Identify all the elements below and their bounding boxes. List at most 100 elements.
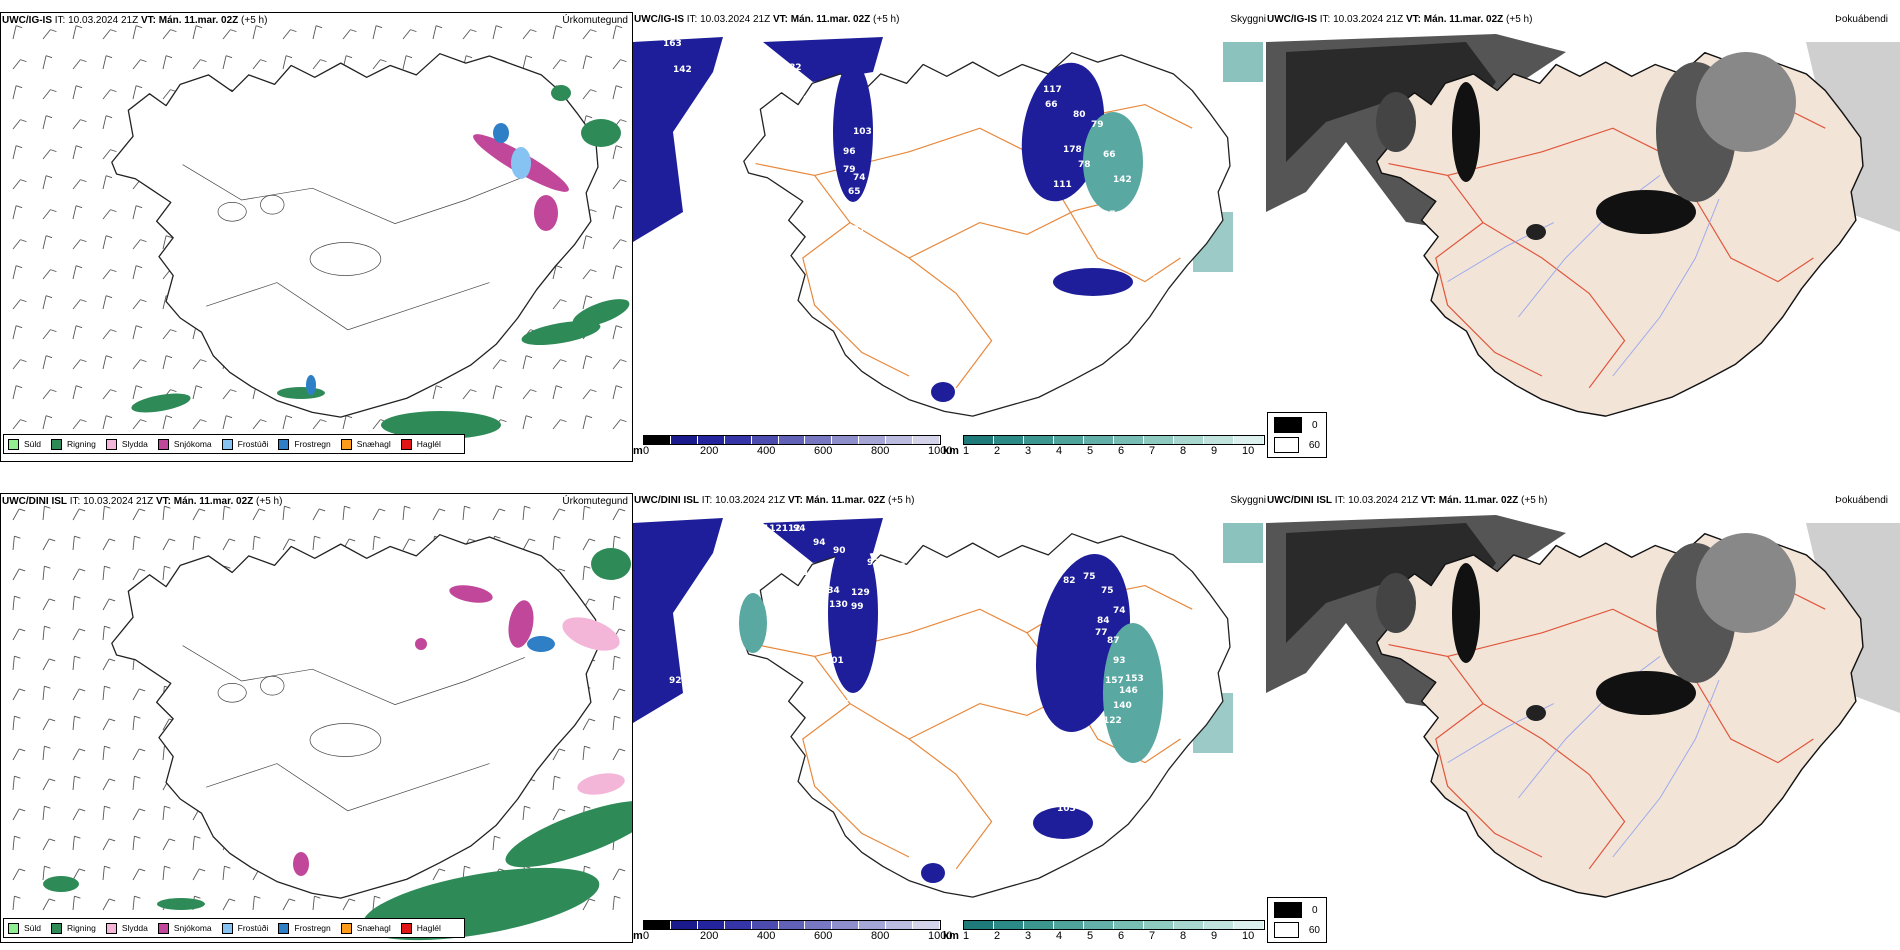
- panel-header: UWC/DINI ISL IT: 10.03.2024 21Z VT: Mán.…: [1267, 495, 1547, 506]
- cloud-base-label: 84: [693, 165, 706, 175]
- legend-item: Snæhagl: [340, 438, 391, 450]
- sea-vis-area: [1223, 523, 1263, 563]
- cloud-base-label: 77: [853, 225, 866, 235]
- model-name: UWC/IG-IS: [1267, 14, 1317, 25]
- legend-swatch: [157, 922, 169, 934]
- cloud-base-label: 153: [1125, 674, 1144, 684]
- legend-swatch: [340, 922, 352, 934]
- legend-item: Haglél: [400, 922, 441, 934]
- land-fog: [1376, 52, 1796, 240]
- valid-time: Mán. 11.mar. 02Z: [1423, 14, 1504, 25]
- colorbar-tick: 200: [700, 445, 719, 457]
- legend-label: Rigning: [67, 923, 96, 933]
- colorbar-tick: 6: [1118, 930, 1125, 942]
- cloud-base-label: 71: [723, 125, 736, 135]
- cloud-base-label: 103: [853, 127, 872, 137]
- fog-legend: 0 60: [1267, 412, 1327, 458]
- cloud-base-label: 140: [1113, 701, 1132, 711]
- panel-title: Þokuábendi: [1835, 14, 1888, 25]
- valid-time: Mán. 11.mar. 02Z: [790, 14, 871, 25]
- cloud-base-label: 110: [693, 205, 712, 215]
- road-network: [755, 584, 1193, 870]
- cloud-base-labels: 1631429399828489717984103109967974657711…: [663, 39, 1186, 315]
- colorbar-tick: 6: [1118, 445, 1125, 457]
- cloud-base-label: 146: [1119, 686, 1138, 696]
- vt-label: VT:: [787, 495, 803, 506]
- legend-item: Slydda: [105, 438, 148, 450]
- sea-cloud-west: [633, 37, 723, 242]
- legend-label: 0: [1312, 904, 1318, 916]
- colorbar-tick: 4: [1056, 930, 1063, 942]
- cloud-visibility-panel: UWC/DINI ISL IT: 10.03.2024 21Z VT: Mán.…: [633, 493, 1266, 943]
- cloud-base-label: 109: [883, 135, 902, 145]
- panel-header: UWC/DINI ISL IT: 10.03.2024 21Z VT: Mán.…: [634, 495, 914, 506]
- legend-item: Snjókoma: [157, 922, 212, 934]
- legend-item: Frostúði: [221, 922, 268, 934]
- legend-swatch: [8, 922, 19, 934]
- it-label: IT:: [1319, 14, 1331, 25]
- legend-label: Rigning: [67, 439, 96, 449]
- colorbar-tick: 9: [1211, 930, 1218, 942]
- cloud-base-label: 101: [825, 656, 844, 666]
- legend-swatch: [8, 438, 19, 450]
- legend-swatch: [105, 438, 117, 450]
- panel-header: UWC/IG-IS IT: 10.03.2024 21Z VT: Mán. 11…: [2, 15, 267, 26]
- cloud-base-label: 65: [848, 187, 861, 197]
- cloud-base-label: 82: [1063, 576, 1076, 586]
- init-time: 10.03.2024 21Z: [83, 496, 154, 507]
- legend-item: Frostregn: [278, 922, 331, 934]
- cloud-base-label: 143: [1063, 766, 1082, 776]
- valid-time: Mán. 11.mar. 02Z: [805, 495, 886, 506]
- colorbar-tick: 400: [757, 930, 776, 942]
- model-name: UWC/DINI ISL: [634, 495, 699, 506]
- cloud-base-label: 60: [1165, 195, 1178, 205]
- cloud-base-label: 66: [1045, 100, 1058, 110]
- colorbar-unit: m: [633, 930, 643, 942]
- cloud-base-label: 82: [789, 63, 802, 73]
- cloud-base-label: 77: [1095, 628, 1108, 638]
- legend-label: 0: [1312, 419, 1318, 431]
- panel-title: Skyggni: [1230, 14, 1266, 25]
- colorbar-tick: 2: [994, 930, 1001, 942]
- lead-offset: (+5 h): [873, 14, 900, 25]
- sea-cloud-west: [633, 518, 723, 723]
- cloud-base-label: 87: [1107, 636, 1120, 646]
- colorbar-tick: 800: [871, 445, 890, 457]
- colorbar-tick: 2: [994, 445, 1001, 457]
- fog-map: [1266, 34, 1900, 417]
- it-label: IT:: [701, 495, 713, 506]
- init-time: 10.03.2024 21Z: [700, 14, 771, 25]
- colorbar-unit: m: [633, 445, 643, 457]
- cloud-base-label: 94: [683, 626, 696, 636]
- panel-header: UWC/DINI ISL IT: 10.03.2024 21Z VT: Mán.…: [2, 496, 282, 507]
- cloud-base-label: 128: [1053, 300, 1072, 310]
- cloud-base-label: 75: [1083, 572, 1096, 582]
- init-time: 10.03.2024 21Z: [68, 15, 139, 26]
- cloud-base-label: 92: [669, 676, 682, 686]
- vt-label: VT:: [140, 15, 156, 26]
- colorbar-tick: 0: [643, 930, 650, 942]
- precip-map: [12, 25, 630, 439]
- colorbar-tick: 1: [963, 930, 970, 942]
- colorbar-tick: 3: [1025, 930, 1032, 942]
- colorbar-tick: 1: [963, 445, 970, 457]
- lead-offset: (+5 h): [256, 496, 283, 507]
- legend-label: 60: [1308, 439, 1320, 451]
- cloud-base-label: 122: [1103, 716, 1122, 726]
- legend-swatch: [1274, 437, 1299, 453]
- cloud-base-label: 94: [793, 524, 806, 534]
- model-name: UWC/DINI ISL: [1267, 495, 1332, 506]
- cloud-base-label: 94: [813, 538, 826, 548]
- legend-label: Snæhagl: [356, 439, 391, 449]
- colorbar-tick: 7: [1149, 445, 1156, 457]
- cloud-base-label: 99: [851, 602, 864, 612]
- fog-legend: 0 60: [1267, 897, 1327, 943]
- cloud-base-label: 78: [1078, 160, 1091, 170]
- cloud-base-label: 12: [1003, 305, 1016, 315]
- fog-index-panel: UWC/DINI ISL IT: 10.03.2024 21Z VT: Mán.…: [1266, 493, 1900, 943]
- it-label: IT:: [69, 496, 81, 507]
- valid-time: Mán. 11.mar. 02Z: [1438, 495, 1519, 506]
- cloud-base-label: 95: [673, 227, 686, 237]
- legend-swatch: [278, 438, 290, 450]
- it-label: IT:: [54, 15, 66, 26]
